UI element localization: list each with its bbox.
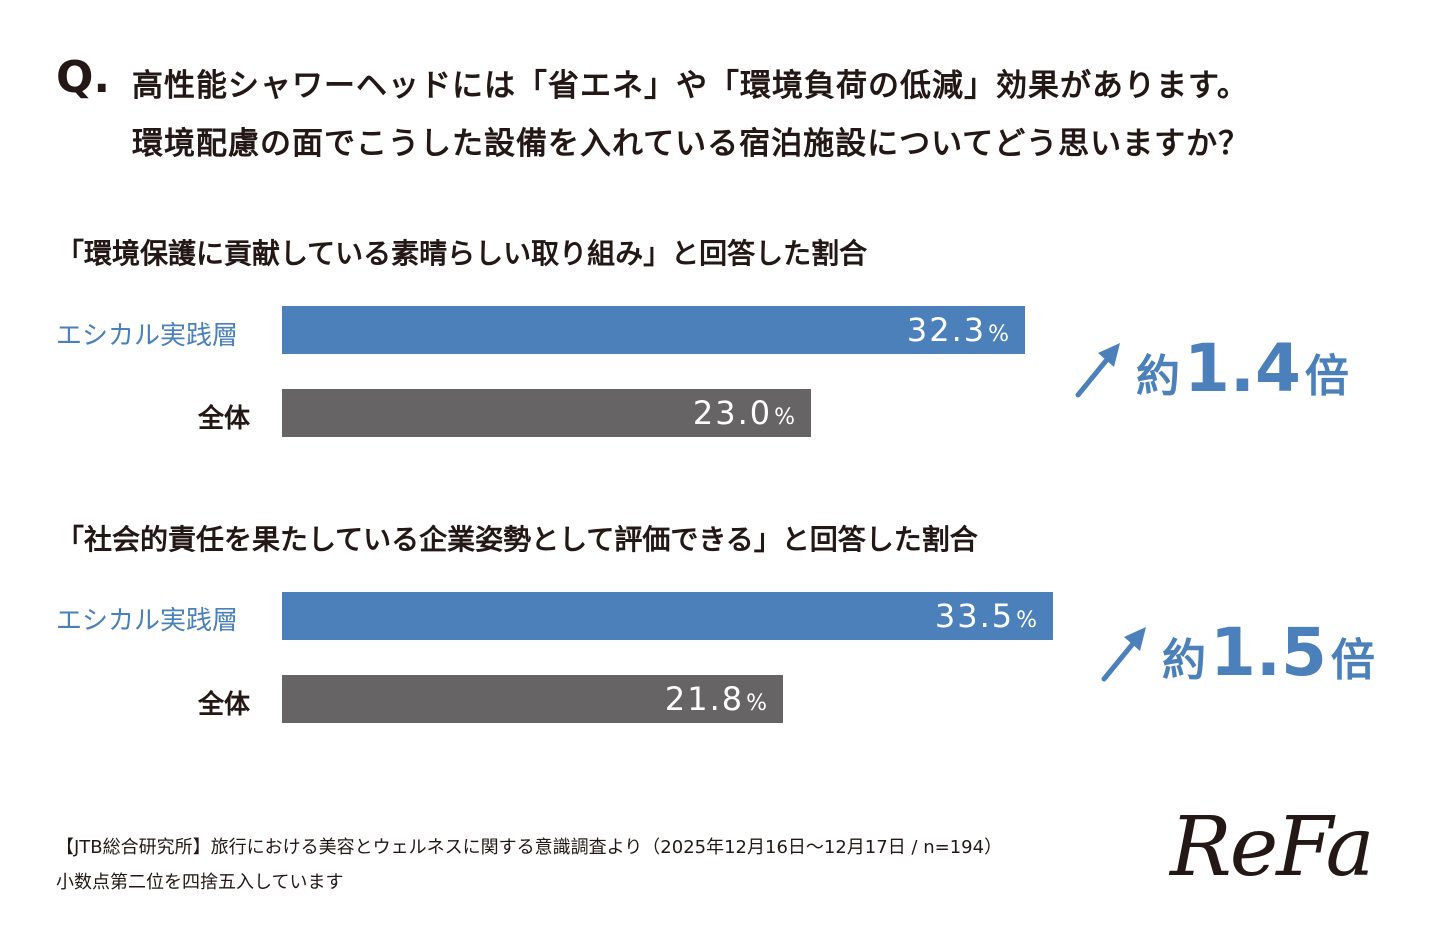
up-right-arrow-icon [1075, 342, 1120, 397]
question-line-2: 環境配慮の面でこうした設備を入れている宿泊施設についてどう思いますか？ [132, 126, 1251, 162]
footer-note: 小数点第二位を四捨五入しています [56, 872, 344, 893]
chart-1-total-label: 全体 [198, 404, 251, 434]
chart-1-ratio-value: 1.4 [1184, 330, 1301, 407]
chart-2-total-label: 全体 [198, 690, 251, 720]
question-line-1: 高性能シャワーヘッドには「省エネ」や「環境負荷の低減」効果があります。 [132, 68, 1249, 104]
chart-2-ethical-label: エシカル実践層 [56, 606, 239, 636]
chart-2-title: 「社会的責任を果たしている企業姿勢として評価できる」と回答した割合 [56, 523, 978, 556]
chart-1-ethical-label: エシカル実践層 [56, 321, 239, 351]
chart-2-ratio: 約 1.5 倍 [1100, 614, 1375, 691]
chart-1-title: 「環境保護に貢献している素晴らしい取り組み」と回答した割合 [56, 237, 868, 270]
chart-2-total-value: 21.8% [664, 680, 769, 718]
chart-1-ethical-bar: 32.3% [282, 306, 1025, 354]
chart-1-ratio-suffix: 倍 [1304, 351, 1349, 402]
chart-2-ratio-value: 1.5 [1210, 614, 1327, 691]
question-mark: Q. [56, 52, 111, 103]
chart-1-total-value: 23.0% [692, 394, 797, 432]
chart-2-ethical-value: 33.5% [934, 597, 1039, 635]
chart-1-ratio: 約 1.4 倍 [1074, 330, 1349, 407]
chart-2-total-bar: 21.8% [282, 675, 783, 723]
chart-2-ethical-bar: 33.5% [282, 592, 1053, 640]
refa-logo: ReFa [1170, 800, 1374, 895]
chart-2-ratio-suffix: 倍 [1330, 635, 1375, 686]
chart-2-ratio-prefix: 約 [1162, 635, 1206, 686]
chart-1-total-bar: 23.0% [282, 389, 811, 437]
footer-source: 【JTB総合研究所】旅行における美容とウェルネスに関する意識調査より（2025年… [56, 837, 1003, 858]
chart-1-ethical-value: 32.3% [906, 311, 1011, 349]
up-right-arrow-icon [1101, 626, 1146, 681]
chart-1-ratio-prefix: 約 [1136, 351, 1180, 402]
